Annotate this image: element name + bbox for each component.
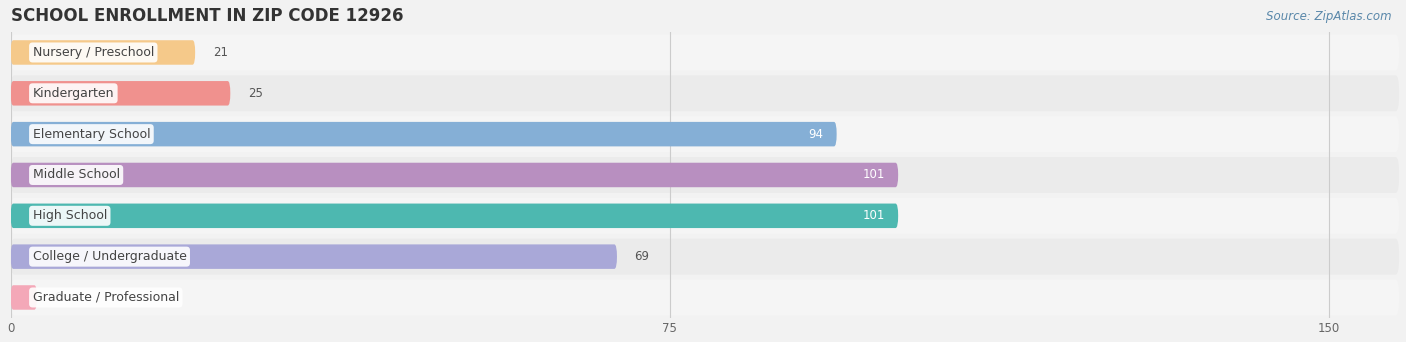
Text: 101: 101 <box>863 209 884 222</box>
Text: 101: 101 <box>863 169 884 182</box>
FancyBboxPatch shape <box>11 279 1399 315</box>
FancyBboxPatch shape <box>11 157 1399 193</box>
Text: 69: 69 <box>634 250 650 263</box>
Text: College / Undergraduate: College / Undergraduate <box>32 250 187 263</box>
FancyBboxPatch shape <box>11 40 195 65</box>
FancyBboxPatch shape <box>11 245 617 269</box>
FancyBboxPatch shape <box>11 35 1399 70</box>
FancyBboxPatch shape <box>11 163 898 187</box>
Text: Kindergarten: Kindergarten <box>32 87 114 100</box>
Text: Middle School: Middle School <box>32 169 120 182</box>
FancyBboxPatch shape <box>11 122 837 146</box>
Text: 94: 94 <box>808 128 824 141</box>
Text: Source: ZipAtlas.com: Source: ZipAtlas.com <box>1267 10 1392 23</box>
FancyBboxPatch shape <box>11 203 898 228</box>
Text: 21: 21 <box>212 46 228 59</box>
Text: 0: 0 <box>55 291 62 304</box>
FancyBboxPatch shape <box>11 198 1399 234</box>
Text: High School: High School <box>32 209 107 222</box>
Text: Nursery / Preschool: Nursery / Preschool <box>32 46 155 59</box>
Text: 25: 25 <box>247 87 263 100</box>
FancyBboxPatch shape <box>11 81 231 106</box>
FancyBboxPatch shape <box>11 116 1399 152</box>
Text: Elementary School: Elementary School <box>32 128 150 141</box>
FancyBboxPatch shape <box>11 239 1399 275</box>
FancyBboxPatch shape <box>11 75 1399 111</box>
Text: SCHOOL ENROLLMENT IN ZIP CODE 12926: SCHOOL ENROLLMENT IN ZIP CODE 12926 <box>11 7 404 25</box>
Text: Graduate / Professional: Graduate / Professional <box>32 291 179 304</box>
FancyBboxPatch shape <box>11 285 37 310</box>
